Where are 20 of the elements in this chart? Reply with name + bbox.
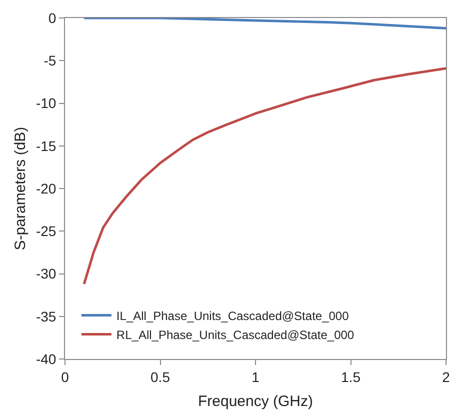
y-axis-title: S-parameters (dB): [12, 126, 29, 250]
legend-label: IL_All_Phase_Units_Cascaded@State_000: [116, 308, 350, 323]
x-tick-label: 1: [252, 368, 260, 385]
y-tick-label: -15: [36, 138, 56, 154]
x-tick-label: 0.5: [150, 368, 170, 385]
x-axis-title: Frequency (GHz): [198, 393, 314, 410]
y-tick-label: -40: [36, 350, 56, 367]
x-tick-label: 0: [61, 368, 70, 385]
y-tick-label: -10: [36, 95, 56, 112]
y-tick-label: -35: [36, 308, 56, 324]
x-tick-label: 2: [442, 368, 450, 385]
y-tick-label: -25: [36, 223, 56, 240]
x-tick-label: 1.5: [341, 368, 361, 385]
line-series: [82, 18, 446, 30]
y-tick-label: 0: [48, 10, 56, 26]
y-tick-label: -5: [44, 52, 56, 69]
legend-label: RL_All_Phase_Units_Cascaded@State_000: [116, 328, 354, 342]
y-tick-label: -30: [36, 266, 56, 282]
y-tick-label: -20: [36, 180, 56, 196]
line-series: [82, 67, 446, 286]
